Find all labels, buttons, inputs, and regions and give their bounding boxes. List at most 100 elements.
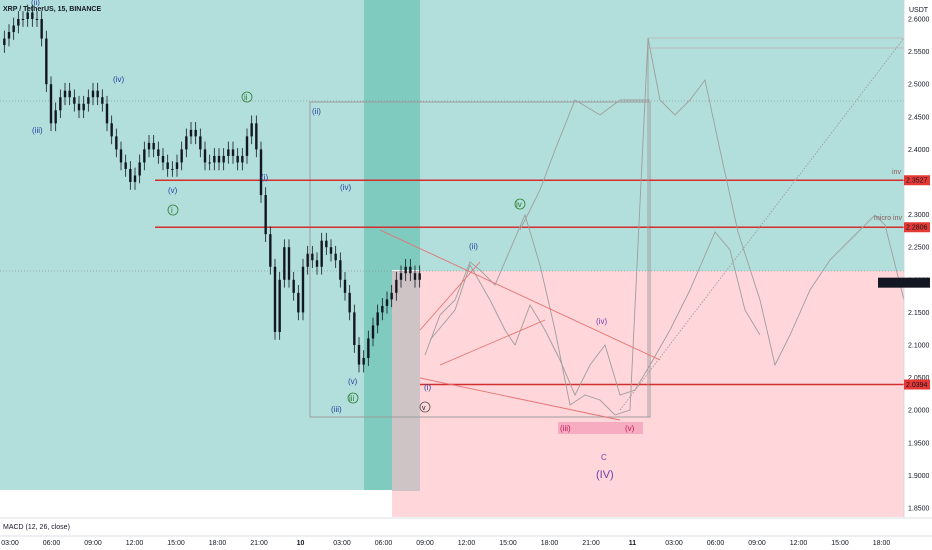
candle-body [325, 240, 328, 248]
candle-body [311, 253, 314, 261]
grey-zone [392, 271, 420, 491]
wave-labels: (ii) (iii) (iv) (v) i ii (i) (ii) (iv) (… [31, 0, 635, 433]
candle-body [343, 279, 347, 293]
candle-body [152, 142, 155, 150]
wave-iv-label: (IV) [596, 469, 614, 481]
candle-body [143, 149, 146, 163]
time-tick-label: 06:00 [43, 540, 61, 547]
candle-body [329, 247, 333, 254]
candle-body [63, 90, 67, 98]
svg-text:iii: iii [349, 394, 355, 403]
candle-body [161, 155, 165, 163]
level-badge [904, 379, 930, 390]
time-tick-label: 03:00 [333, 540, 351, 547]
candle-body [413, 273, 417, 280]
candle-body [362, 358, 365, 365]
symbol-title: XRP / TetherUS, 15, BINANCE [3, 6, 101, 13]
price-tick-label: 2.1000 [908, 343, 930, 350]
price-tick-label: 2.5500 [908, 49, 930, 56]
time-tick-label: 06:00 [375, 540, 393, 547]
price-tick-label: 2.4500 [908, 114, 930, 121]
time-tick-label: 09:00 [84, 540, 102, 547]
time-tick-label: 15:00 [831, 540, 849, 547]
currency-label: USDT [909, 7, 929, 14]
svg-text:(i): (i) [424, 383, 431, 392]
candle-body [292, 279, 295, 293]
candle-body [91, 90, 95, 98]
svg-text:(iv): (iv) [596, 317, 607, 326]
wave-box [309, 101, 651, 418]
price-tick-label: 2.1500 [908, 310, 930, 317]
svg-text:(ii): (ii) [312, 107, 321, 116]
svg-text:(v): (v) [348, 377, 358, 386]
candle-body [259, 149, 263, 196]
time-tick-label: 06:00 [707, 540, 725, 547]
svg-text:iv: iv [516, 200, 522, 209]
level-badge-text: 2.0394 [906, 382, 928, 389]
svg-text:(iii): (iii) [331, 405, 342, 414]
time-tick-label: 03:00 [665, 540, 683, 547]
price-axis-bg [904, 0, 932, 518]
candle-body [241, 155, 244, 163]
candle-body [213, 155, 216, 163]
candle-body [283, 247, 286, 280]
candle-body [236, 155, 239, 163]
candle-body [68, 90, 71, 98]
svg-text:v: v [422, 405, 426, 412]
candle-body [180, 149, 183, 163]
candle-body [409, 266, 412, 274]
svg-text:i: i [171, 206, 173, 215]
time-axis[interactable]: 03:00 06:00 09:00 12:00 15:00 18:00 21:00 10 03:… [1, 540, 890, 547]
candle-body [306, 253, 309, 267]
time-tick-label: 12:00 [790, 540, 808, 547]
candle-body [348, 292, 351, 313]
candle-body [297, 292, 300, 313]
candle-body [301, 266, 305, 313]
candle-body [222, 155, 225, 163]
candle-body [96, 90, 99, 98]
level-badge-text: 2.3527 [906, 178, 928, 185]
candle-body [399, 273, 403, 280]
candle-body [110, 123, 113, 137]
candle-body [194, 129, 197, 137]
level-badge-text: 2.2806 [906, 225, 928, 232]
candle-body [185, 136, 188, 150]
svg-text:(ii): (ii) [31, 0, 40, 7]
candle-body [390, 292, 393, 300]
candle-body [115, 136, 118, 150]
projection-paths [379, 37, 905, 421]
candle-body [26, 12, 29, 19]
candle-body [203, 149, 207, 163]
candle-body [381, 305, 384, 313]
candle-body [40, 19, 43, 39]
candle-body [278, 279, 281, 332]
symbol-badge [878, 277, 904, 288]
candle-body [87, 97, 90, 104]
candle-body [105, 103, 109, 124]
candle-body [175, 162, 179, 169]
time-tick-label: 10 [297, 540, 305, 547]
candle-body [334, 253, 337, 261]
candle-body [287, 247, 291, 280]
price-tick-label: 1.8500 [908, 506, 930, 513]
time-tick-label: 11 [629, 540, 637, 547]
macd-label: MACD (12, 26, close) [3, 524, 70, 531]
time-tick-label: 09:00 [416, 540, 434, 547]
target-zone [558, 422, 643, 434]
candle-body [101, 97, 104, 104]
svg-text:(iv): (iv) [340, 183, 351, 192]
candle-body [166, 162, 169, 169]
time-tick-label: 15:00 [167, 540, 185, 547]
candle-body [273, 266, 277, 332]
macd-pane[interactable] [0, 518, 904, 536]
candle-body [353, 312, 356, 345]
price-tick-label: 2.3000 [908, 212, 930, 219]
candle-body [250, 123, 253, 137]
candle-body [315, 260, 319, 267]
price-tick-label: 2.4000 [908, 147, 930, 154]
candle-body [339, 260, 342, 280]
level-badge [904, 175, 930, 186]
candle-body [54, 110, 57, 124]
candle-body [264, 195, 267, 235]
